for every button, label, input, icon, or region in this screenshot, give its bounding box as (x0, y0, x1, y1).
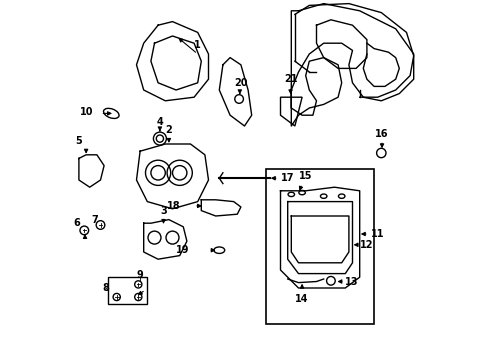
Text: 15: 15 (298, 171, 312, 181)
Text: 7: 7 (92, 215, 98, 225)
Bar (107, 277, 147, 304)
Text: 4: 4 (156, 117, 163, 127)
Text: 13: 13 (345, 276, 358, 287)
Text: 6: 6 (73, 218, 80, 228)
Bar (265, 169, 373, 324)
Text: 14: 14 (295, 294, 308, 304)
Text: 18: 18 (167, 201, 181, 211)
Text: 11: 11 (370, 229, 383, 239)
Text: 21: 21 (283, 73, 297, 84)
Text: 5: 5 (75, 136, 82, 146)
Text: 19: 19 (176, 245, 189, 255)
Text: 8: 8 (102, 283, 109, 293)
Text: 10: 10 (80, 107, 93, 117)
Text: 20: 20 (234, 78, 247, 88)
Text: 3: 3 (160, 206, 166, 216)
Text: 12: 12 (360, 240, 373, 250)
Text: 1: 1 (194, 40, 201, 50)
Text: 17: 17 (280, 173, 293, 183)
Text: 9: 9 (137, 270, 143, 280)
Text: 2: 2 (165, 125, 172, 135)
Text: 16: 16 (374, 129, 388, 139)
